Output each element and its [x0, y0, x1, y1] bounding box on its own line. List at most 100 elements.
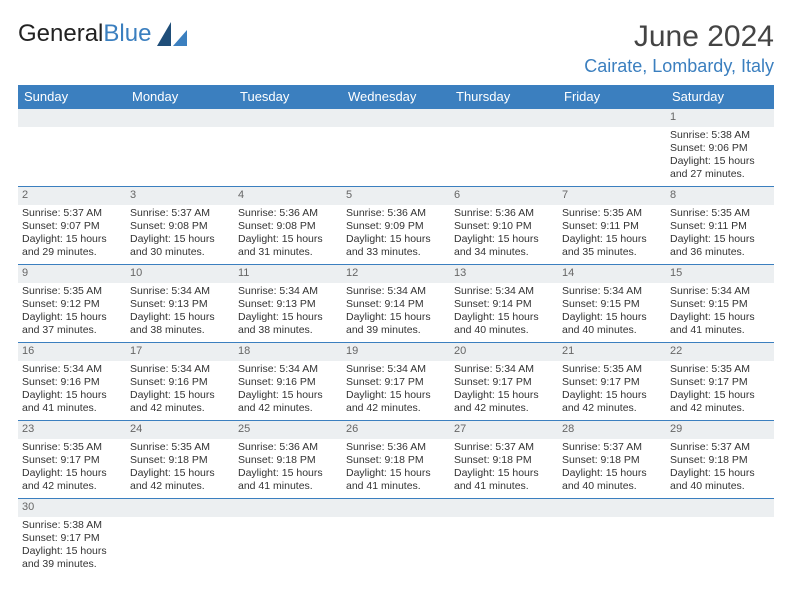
day-content: Sunrise: 5:34 AMSunset: 9:13 PMDaylight:…	[126, 283, 234, 342]
daylight-text-2: and 39 minutes.	[22, 558, 122, 571]
sunrise-text: Sunrise: 5:35 AM	[562, 363, 662, 376]
sunset-text: Sunset: 9:16 PM	[130, 376, 230, 389]
daylight-text-1: Daylight: 15 hours	[22, 389, 122, 402]
daylight-text-2: and 40 minutes.	[670, 480, 770, 493]
month-title: June 2024	[584, 20, 774, 54]
sunrise-text: Sunrise: 5:36 AM	[238, 207, 338, 220]
sunset-text: Sunset: 9:16 PM	[238, 376, 338, 389]
title-block: June 2024 Cairate, Lombardy, Italy	[584, 20, 774, 77]
logo-word-a: General	[18, 20, 103, 47]
day-content: Sunrise: 5:37 AMSunset: 9:18 PMDaylight:…	[450, 439, 558, 498]
calendar-week: 1Sunrise: 5:38 AMSunset: 9:06 PMDaylight…	[18, 109, 774, 187]
calendar-day: 19Sunrise: 5:34 AMSunset: 9:17 PMDayligh…	[342, 343, 450, 421]
sunset-text: Sunset: 9:11 PM	[670, 220, 770, 233]
header: GeneralBlue June 2024 Cairate, Lombardy,…	[18, 20, 774, 77]
weekday-header: Sunday	[18, 85, 126, 109]
sunset-text: Sunset: 9:11 PM	[562, 220, 662, 233]
day-content: Sunrise: 5:34 AMSunset: 9:17 PMDaylight:…	[450, 361, 558, 420]
daylight-text-1: Daylight: 15 hours	[454, 389, 554, 402]
weekday-header: Saturday	[666, 85, 774, 109]
calendar-day	[450, 109, 558, 187]
day-content: Sunrise: 5:35 AMSunset: 9:17 PMDaylight:…	[666, 361, 774, 420]
sail-icon	[155, 20, 189, 48]
daylight-text-1: Daylight: 15 hours	[346, 233, 446, 246]
calendar-week: 16Sunrise: 5:34 AMSunset: 9:16 PMDayligh…	[18, 343, 774, 421]
day-number	[342, 499, 450, 517]
calendar-day: 11Sunrise: 5:34 AMSunset: 9:13 PMDayligh…	[234, 265, 342, 343]
calendar-day: 6Sunrise: 5:36 AMSunset: 9:10 PMDaylight…	[450, 187, 558, 265]
day-content: Sunrise: 5:37 AMSunset: 9:18 PMDaylight:…	[558, 439, 666, 498]
calendar-day	[234, 109, 342, 187]
sunset-text: Sunset: 9:17 PM	[22, 532, 122, 545]
day-content: Sunrise: 5:36 AMSunset: 9:18 PMDaylight:…	[342, 439, 450, 498]
calendar-day	[666, 499, 774, 577]
sunset-text: Sunset: 9:14 PM	[346, 298, 446, 311]
logo-text: GeneralBlue	[18, 20, 151, 48]
sunrise-text: Sunrise: 5:35 AM	[130, 441, 230, 454]
calendar-day	[558, 499, 666, 577]
day-number: 15	[666, 265, 774, 283]
weekday-header: Monday	[126, 85, 234, 109]
daylight-text-2: and 38 minutes.	[130, 324, 230, 337]
day-content: Sunrise: 5:35 AMSunset: 9:12 PMDaylight:…	[18, 283, 126, 342]
calendar-day: 8Sunrise: 5:35 AMSunset: 9:11 PMDaylight…	[666, 187, 774, 265]
daylight-text-1: Daylight: 15 hours	[130, 467, 230, 480]
daylight-text-2: and 41 minutes.	[238, 480, 338, 493]
sunrise-text: Sunrise: 5:35 AM	[562, 207, 662, 220]
daylight-text-2: and 29 minutes.	[22, 246, 122, 259]
daylight-text-2: and 40 minutes.	[562, 324, 662, 337]
sunrise-text: Sunrise: 5:37 AM	[454, 441, 554, 454]
calendar-day: 13Sunrise: 5:34 AMSunset: 9:14 PMDayligh…	[450, 265, 558, 343]
calendar-day: 21Sunrise: 5:35 AMSunset: 9:17 PMDayligh…	[558, 343, 666, 421]
day-content: Sunrise: 5:34 AMSunset: 9:14 PMDaylight:…	[450, 283, 558, 342]
day-number	[18, 109, 126, 127]
calendar-week: 2Sunrise: 5:37 AMSunset: 9:07 PMDaylight…	[18, 187, 774, 265]
daylight-text-1: Daylight: 15 hours	[238, 389, 338, 402]
calendar-day: 12Sunrise: 5:34 AMSunset: 9:14 PMDayligh…	[342, 265, 450, 343]
calendar-day: 22Sunrise: 5:35 AMSunset: 9:17 PMDayligh…	[666, 343, 774, 421]
calendar-day: 16Sunrise: 5:34 AMSunset: 9:16 PMDayligh…	[18, 343, 126, 421]
daylight-text-2: and 35 minutes.	[562, 246, 662, 259]
day-number	[666, 499, 774, 517]
daylight-text-2: and 40 minutes.	[454, 324, 554, 337]
calendar-day	[234, 499, 342, 577]
sunrise-text: Sunrise: 5:34 AM	[238, 363, 338, 376]
sunset-text: Sunset: 9:13 PM	[130, 298, 230, 311]
sunrise-text: Sunrise: 5:36 AM	[454, 207, 554, 220]
day-content: Sunrise: 5:35 AMSunset: 9:11 PMDaylight:…	[666, 205, 774, 264]
day-number: 8	[666, 187, 774, 205]
sunrise-text: Sunrise: 5:36 AM	[346, 441, 446, 454]
calendar-day: 26Sunrise: 5:36 AMSunset: 9:18 PMDayligh…	[342, 421, 450, 499]
day-content: Sunrise: 5:38 AMSunset: 9:06 PMDaylight:…	[666, 127, 774, 186]
day-content: Sunrise: 5:35 AMSunset: 9:11 PMDaylight:…	[558, 205, 666, 264]
day-number	[558, 499, 666, 517]
sunrise-text: Sunrise: 5:34 AM	[454, 285, 554, 298]
daylight-text-2: and 39 minutes.	[346, 324, 446, 337]
sunset-text: Sunset: 9:17 PM	[22, 454, 122, 467]
day-number: 14	[558, 265, 666, 283]
day-content: Sunrise: 5:36 AMSunset: 9:08 PMDaylight:…	[234, 205, 342, 264]
daylight-text-2: and 41 minutes.	[346, 480, 446, 493]
daylight-text-1: Daylight: 15 hours	[238, 311, 338, 324]
daylight-text-1: Daylight: 15 hours	[22, 467, 122, 480]
day-content: Sunrise: 5:35 AMSunset: 9:17 PMDaylight:…	[18, 439, 126, 498]
calendar-day	[126, 499, 234, 577]
day-content: Sunrise: 5:34 AMSunset: 9:17 PMDaylight:…	[342, 361, 450, 420]
daylight-text-2: and 27 minutes.	[670, 168, 770, 181]
sunrise-text: Sunrise: 5:34 AM	[346, 363, 446, 376]
weekday-header: Friday	[558, 85, 666, 109]
day-number	[234, 109, 342, 127]
daylight-text-2: and 37 minutes.	[22, 324, 122, 337]
sunrise-text: Sunrise: 5:38 AM	[670, 129, 770, 142]
calendar-day: 14Sunrise: 5:34 AMSunset: 9:15 PMDayligh…	[558, 265, 666, 343]
day-number: 18	[234, 343, 342, 361]
day-content: Sunrise: 5:34 AMSunset: 9:14 PMDaylight:…	[342, 283, 450, 342]
day-content: Sunrise: 5:36 AMSunset: 9:18 PMDaylight:…	[234, 439, 342, 498]
calendar-day	[126, 109, 234, 187]
calendar-day: 15Sunrise: 5:34 AMSunset: 9:15 PMDayligh…	[666, 265, 774, 343]
calendar-day: 3Sunrise: 5:37 AMSunset: 9:08 PMDaylight…	[126, 187, 234, 265]
calendar-day	[342, 499, 450, 577]
day-number	[342, 109, 450, 127]
sunset-text: Sunset: 9:16 PM	[22, 376, 122, 389]
logo: GeneralBlue	[18, 20, 189, 48]
